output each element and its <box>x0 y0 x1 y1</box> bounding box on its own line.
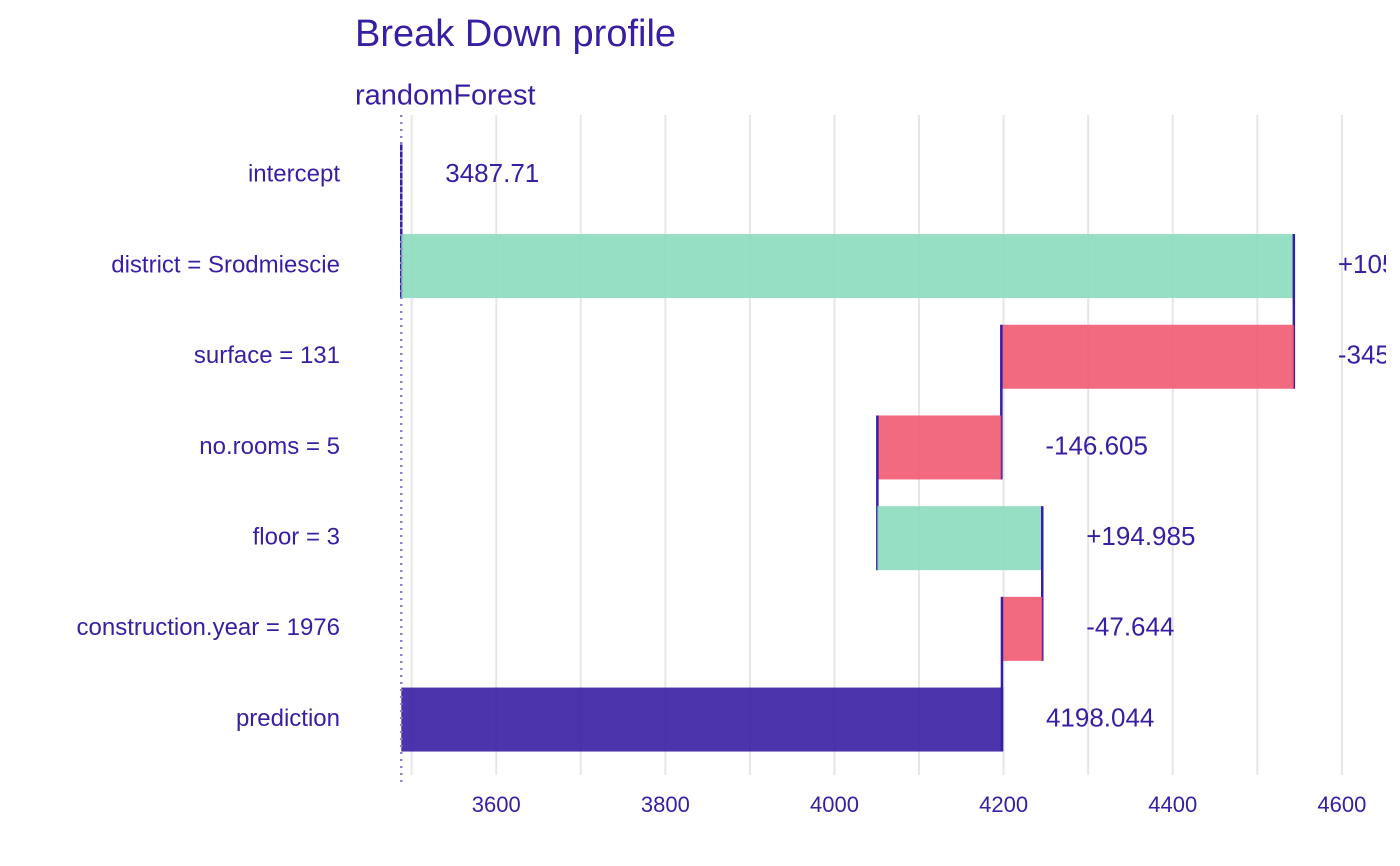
category-label: construction.year = 1976 <box>77 614 341 641</box>
x-tick-label: 3800 <box>641 792 690 817</box>
category-label: floor = 3 <box>253 523 340 550</box>
contribution-bar <box>1001 324 1294 389</box>
contribution-bar <box>1001 596 1043 661</box>
value-label: -345.9 <box>1338 340 1400 370</box>
contribution-bar <box>401 234 1294 299</box>
value-label: -146.605 <box>1045 430 1148 460</box>
x-tick-label: 4600 <box>1317 792 1366 817</box>
x-tick-label: 3600 <box>472 792 521 817</box>
x-tick-label: 4000 <box>810 792 859 817</box>
plot-area: 3487.71 +1055.5 -345.9 -146.605 +194.985 -47.… <box>400 142 1400 752</box>
contribution-bar <box>877 415 1002 480</box>
value-label: 4198.044 <box>1046 702 1154 732</box>
value-label: +1055.5 <box>1338 249 1400 279</box>
value-label: +194.985 <box>1086 521 1195 551</box>
contribution-bar <box>877 506 1043 571</box>
x-tick-label: 4400 <box>1148 792 1197 817</box>
value-label: 3487.71 <box>445 158 539 188</box>
category-label: intercept <box>248 161 340 188</box>
value-label: -47.644 <box>1086 612 1174 642</box>
chart-title: Break Down profile <box>355 13 676 55</box>
grid <box>410 115 1343 775</box>
prediction-bar <box>401 687 1002 752</box>
category-label: prediction <box>236 705 340 732</box>
category-label: no.rooms = 5 <box>199 433 340 460</box>
x-tick-label: 4200 <box>979 792 1028 817</box>
chart-subtitle: randomForest <box>355 80 536 112</box>
category-label: surface = 131 <box>194 342 340 369</box>
category-label: district = Srodmiescie <box>111 251 340 278</box>
